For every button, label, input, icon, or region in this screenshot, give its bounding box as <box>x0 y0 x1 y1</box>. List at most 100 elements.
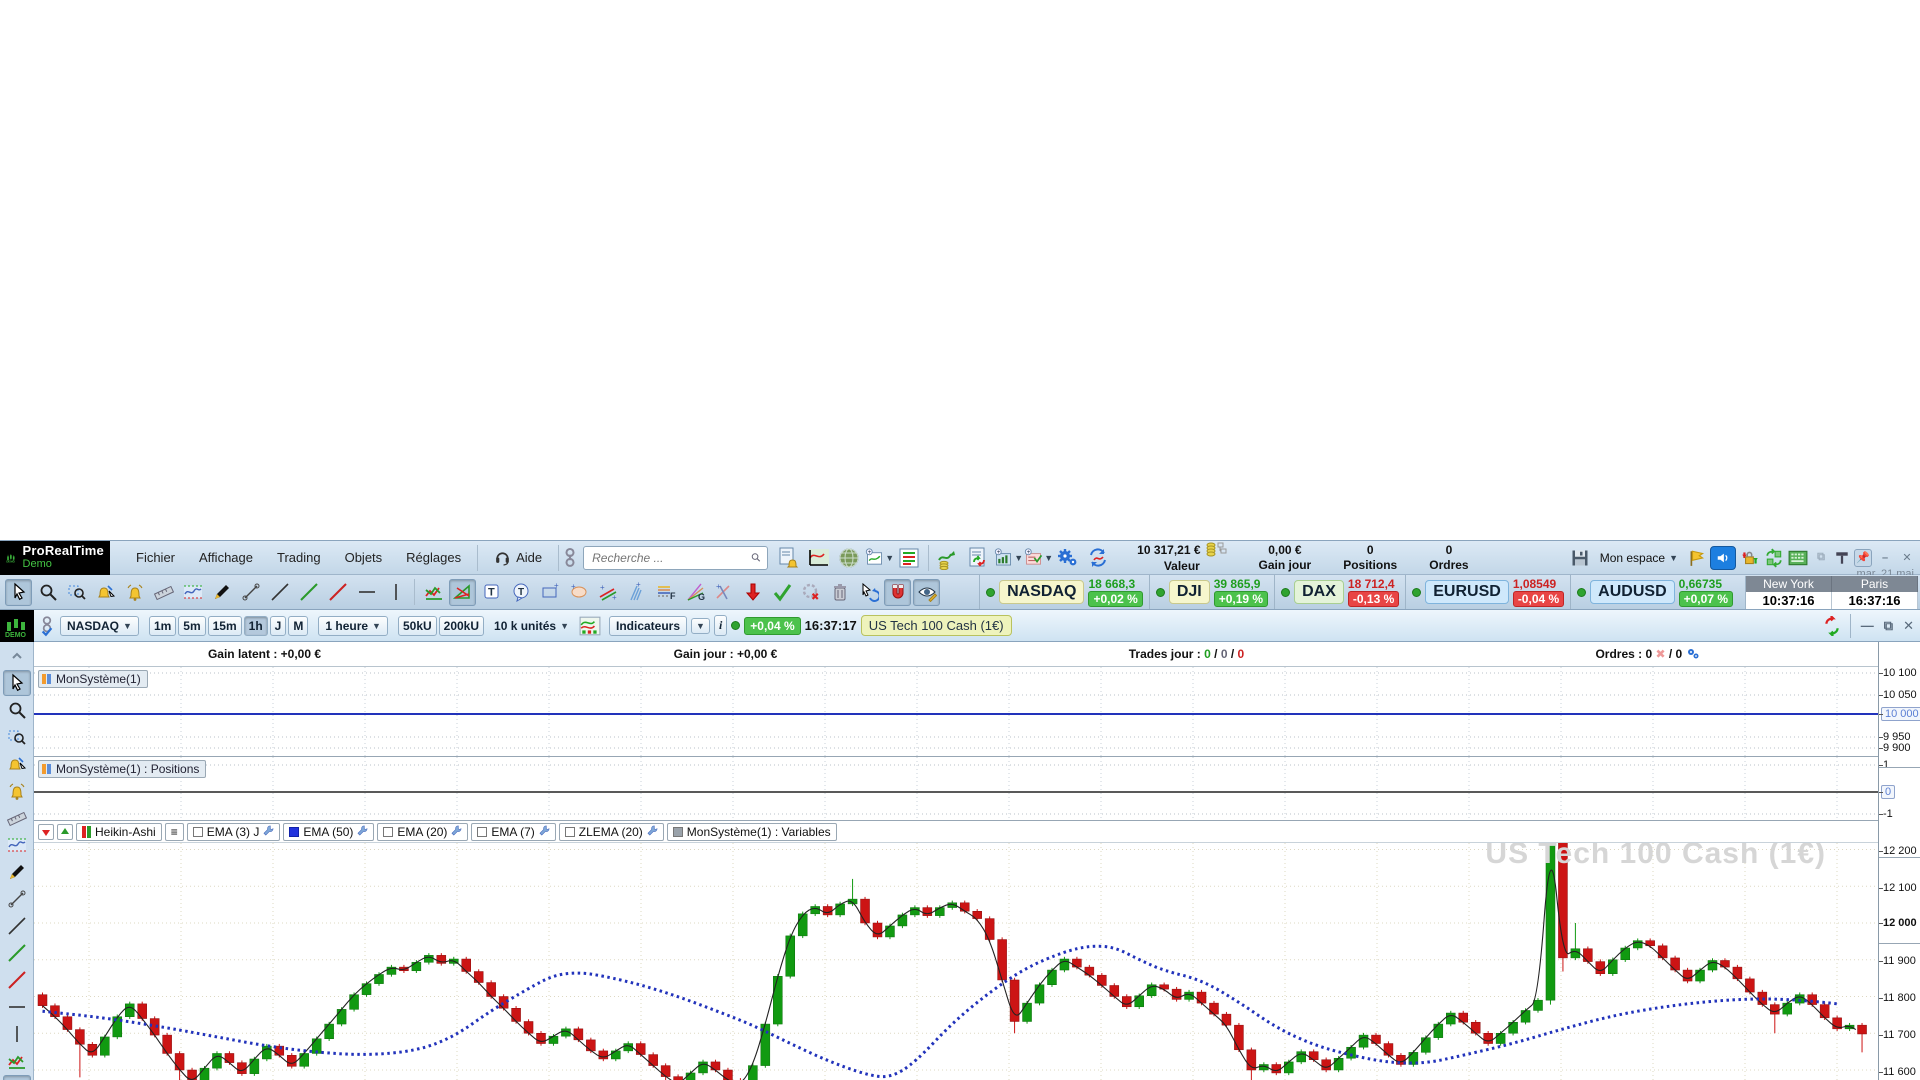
close-icon[interactable]: ✕ <box>1902 552 1912 564</box>
pattern-tool[interactable] <box>449 578 476 606</box>
sidebar-hline-tool[interactable] <box>3 994 31 1020</box>
zoom-tool[interactable] <box>34 579 61 606</box>
doc-refresh-button[interactable] <box>963 544 993 572</box>
system-equity-panel[interactable]: MonSystème(1) <box>34 667 1878 757</box>
ticker-dax[interactable]: DAX 18 712,4 -0,13 % <box>1274 575 1405 609</box>
cancel-orders-icon[interactable]: ✖ <box>1655 647 1669 661</box>
timeframe-1m[interactable]: 1m <box>148 615 177 636</box>
sidebar-zoom-box-tool[interactable] <box>3 724 31 750</box>
line-red-tool[interactable] <box>324 579 351 606</box>
units-200ku[interactable]: 200kU <box>438 615 485 636</box>
units-50ku[interactable]: 50kU <box>397 615 437 636</box>
checkbox-empty-icon[interactable] <box>383 826 394 837</box>
pitchfork-tool[interactable]: + <box>623 579 650 606</box>
legend-ema-7-[interactable]: EMA (7) <box>471 822 556 841</box>
menu-item-rglages[interactable]: Réglages <box>406 550 462 565</box>
sidebar-line-green-tool[interactable] <box>3 940 31 966</box>
legend-ema-20-[interactable]: EMA (20) <box>377 822 469 841</box>
period-dropdown[interactable]: 1 heure ▼ <box>318 615 388 636</box>
legend-ema-50-[interactable]: EMA (50) <box>283 822 375 841</box>
minimize-icon[interactable]: — <box>1860 618 1874 633</box>
symbol-dropdown[interactable]: NASDAQ ▼ <box>60 615 139 636</box>
checkbox-empty-icon[interactable] <box>564 826 575 837</box>
sidebar-vline-tool[interactable] <box>3 1021 31 1047</box>
list-chart-button[interactable] <box>894 544 924 572</box>
positions-panel[interactable]: MonSystème(1) : Positions <box>34 757 1878 821</box>
gann-tool[interactable]: G <box>681 579 708 606</box>
indicators-chevron[interactable]: ▼ <box>691 617 710 634</box>
units-dropdown[interactable]: 10 k unités ▼ <box>488 617 575 635</box>
menu-item-trading[interactable]: Trading <box>276 550 321 565</box>
eye-edit-tool[interactable] <box>913 578 940 606</box>
flag-icon[interactable] <box>1688 549 1706 567</box>
ticker-nasdaq[interactable]: NASDAQ 18 668,3 +0,02 % <box>979 575 1149 609</box>
ticker-dji[interactable]: DJI 39 865,9 +0,19 % <box>1148 575 1274 609</box>
legend-monsyst-me-1-variables[interactable]: MonSystème(1) : Variables <box>666 822 837 841</box>
search-icon[interactable] <box>751 550 761 565</box>
price-chart[interactable]: US Tech 100 Cash (1€) <box>34 843 1878 1080</box>
info-button[interactable]: i <box>713 615 728 636</box>
timeframe-15m[interactable]: 15m <box>207 615 242 636</box>
alert-tool[interactable] <box>121 579 148 606</box>
zigzag-tool[interactable] <box>420 579 447 606</box>
menu-item-affichage[interactable]: Affichage <box>199 550 253 565</box>
text-bubble-tool[interactable]: T <box>507 579 534 606</box>
wrench-icon[interactable] <box>451 825 462 839</box>
checkbox-blue-icon[interactable] <box>289 826 300 837</box>
stats-chart-button[interactable] <box>933 544 963 572</box>
line-black-tool[interactable] <box>266 579 293 606</box>
vline-tool[interactable] <box>382 579 409 606</box>
globe-button[interactable] <box>834 544 864 572</box>
wrench-icon[interactable] <box>263 825 274 839</box>
sidebar-cursor-tool[interactable] <box>2 670 31 696</box>
sidebar-ruler-tool[interactable] <box>3 805 31 831</box>
zoom-box-tool[interactable] <box>63 579 90 606</box>
search-box[interactable] <box>583 545 769 570</box>
sidebar-pencil-tool[interactable] <box>3 859 31 885</box>
order-settings-icon[interactable] <box>1686 647 1700 660</box>
segment-tool[interactable] <box>237 579 264 606</box>
eraser-tool[interactable]: ✖ <box>797 579 824 606</box>
legend-list[interactable]: ≡ <box>164 822 184 841</box>
new-chart-button[interactable]: + ▼ <box>864 544 894 572</box>
line-green-tool[interactable] <box>295 579 322 606</box>
instrument-chip[interactable]: US Tech 100 Cash (1€) <box>860 615 1012 636</box>
pin-bar-icon[interactable] <box>1834 550 1850 566</box>
indicator-scroll-up-button[interactable] <box>57 823 73 840</box>
swap-icon[interactable] <box>1764 547 1784 568</box>
save-icon[interactable] <box>1570 548 1590 568</box>
wrench-icon[interactable] <box>647 825 658 839</box>
arrow-down-red-tool[interactable] <box>739 579 766 606</box>
refresh-chart-button[interactable] <box>1083 544 1113 572</box>
timeframe-M[interactable]: M <box>288 615 309 636</box>
checkbox-gray-icon[interactable] <box>672 826 683 837</box>
sidebar-alert-edit-tool[interactable] <box>3 751 31 777</box>
legend-heikin-ashi[interactable]: Heikin-Ashi <box>76 822 162 841</box>
ellipse-shape-tool[interactable]: + <box>565 579 592 606</box>
menu-item-fichier[interactable]: Fichier <box>136 550 176 565</box>
undo-cursor-tool[interactable] <box>855 579 882 606</box>
new-checklist-button[interactable]: + ▼ <box>1023 544 1053 572</box>
speaker-button[interactable] <box>1710 545 1736 570</box>
checkbox-empty-icon[interactable] <box>477 826 488 837</box>
sidebar-line-black-tool[interactable] <box>3 913 31 939</box>
search-input[interactable] <box>590 549 752 566</box>
sidebar-chart-preview-tool[interactable] <box>3 832 31 858</box>
check-green-tool[interactable] <box>768 579 795 606</box>
chart-preview-tool[interactable] <box>179 579 206 606</box>
sidebar-collapse-up-tool[interactable] <box>3 643 31 669</box>
ticker-audusd[interactable]: AUDUSD 0,66735 +0,07 % <box>1570 575 1739 609</box>
gears-button[interactable] <box>1053 544 1083 572</box>
restore-icon[interactable]: ⧉ <box>1883 617 1894 633</box>
lock-arrows-icon[interactable] <box>1740 548 1760 568</box>
curve-chart-button[interactable] <box>804 544 834 572</box>
price-axis[interactable]: 10 100 10 050 10 000 9 950 9 900 1 0 -1 12 200 12… <box>1878 642 1920 1080</box>
close-icon[interactable]: ✕ <box>1903 617 1914 633</box>
text-tool[interactable]: T <box>478 579 505 606</box>
channel-tool[interactable]: + + <box>594 579 621 606</box>
timeframe-J[interactable]: J <box>269 615 287 636</box>
timeframe-5m[interactable]: 5m <box>178 615 206 636</box>
keyboard-icon[interactable] <box>1788 549 1808 567</box>
hline-tool[interactable] <box>353 579 380 606</box>
link-check-icon[interactable] <box>40 615 54 637</box>
